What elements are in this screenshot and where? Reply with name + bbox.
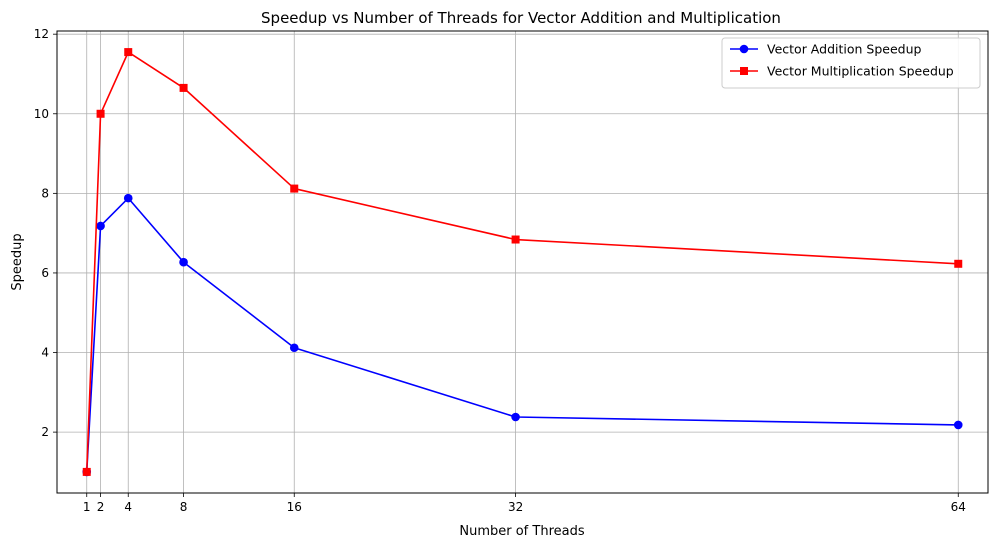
y-axis-ticks: 2 4 6 8 10 12 <box>34 27 57 439</box>
y-tick-label: 12 <box>34 27 49 41</box>
data-point-addition <box>123 193 133 203</box>
y-tick-label: 4 <box>41 346 49 360</box>
data-point-addition <box>289 343 299 353</box>
legend-entry-addition: Vector Addition Speedup <box>730 42 922 57</box>
data-point-multiplication <box>124 48 133 57</box>
x-tick-label: 8 <box>180 500 188 514</box>
data-point-addition <box>953 420 963 430</box>
x-axis-ticks: 1 2 4 8 16 32 64 <box>83 493 966 514</box>
y-tick-label: 2 <box>41 425 49 439</box>
legend-box <box>721 37 981 89</box>
data-point-addition <box>96 221 105 231</box>
y-axis-label: Speedup <box>10 233 25 290</box>
x-tick-label: 16 <box>287 500 302 514</box>
data-point-multiplication <box>96 109 105 118</box>
series-layer <box>82 48 963 477</box>
legend: Vector Addition Speedup Vector Multiplica… <box>721 37 981 89</box>
legend-label-multiplication: Vector Multiplication Speedup <box>767 64 954 79</box>
y-tick-label: 10 <box>34 107 49 121</box>
y-tick-label: 8 <box>41 186 49 200</box>
legend-entry-multiplication: Vector Multiplication Speedup <box>730 64 954 79</box>
data-point-multiplication <box>954 259 963 268</box>
x-axis-label: Number of Threads <box>459 524 584 539</box>
data-point-addition <box>179 257 188 267</box>
legend-label-addition: Vector Addition Speedup <box>767 42 922 57</box>
data-point-multiplication <box>179 83 188 92</box>
x-tick-label: 64 <box>951 500 966 514</box>
legend-marker-multiplication <box>740 67 748 75</box>
data-point-multiplication <box>82 467 91 476</box>
x-tick-label: 2 <box>97 500 105 514</box>
x-tick-label: 32 <box>508 500 523 514</box>
data-point-multiplication <box>290 184 299 193</box>
x-tick-label: 4 <box>124 500 132 514</box>
y-tick-label: 6 <box>41 266 49 280</box>
data-point-addition <box>511 412 520 422</box>
plot-frame <box>56 30 989 494</box>
x-tick-label: 1 <box>83 500 91 514</box>
series-multiplication <box>82 48 963 476</box>
series-line-multiplication <box>85 51 959 472</box>
chart-title: Speedup vs Number of Threads for Vector … <box>261 9 781 27</box>
data-point-multiplication <box>511 235 520 244</box>
series-addition <box>82 193 963 477</box>
legend-marker-addition <box>739 44 749 54</box>
